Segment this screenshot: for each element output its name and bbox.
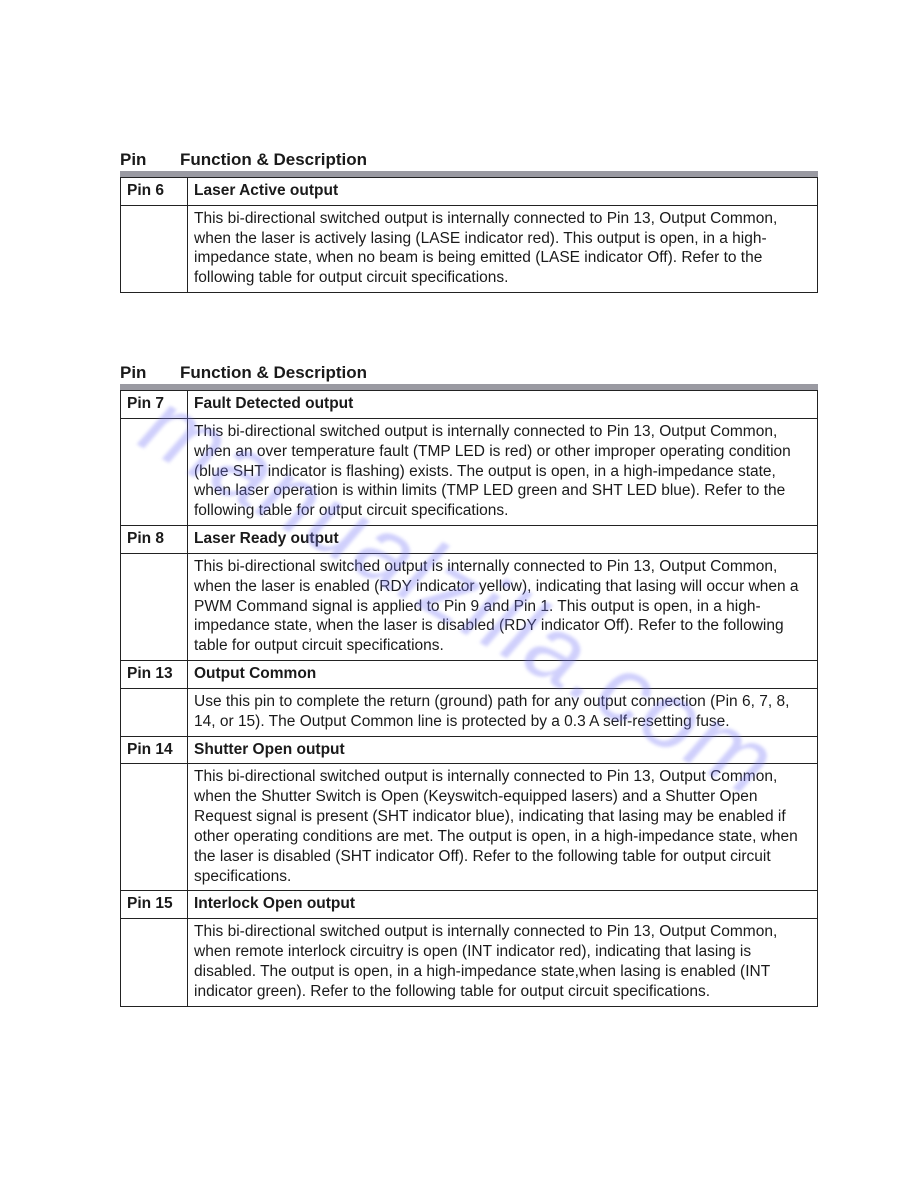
function-title-cell: Laser Active output	[188, 178, 818, 206]
pin-cell: Pin 6	[121, 178, 188, 206]
table-row: Use this pin to complete the return (gro…	[121, 688, 818, 736]
description-cell: This bi-directional switched output is i…	[188, 919, 818, 1006]
function-title-cell: Interlock Open output	[188, 891, 818, 919]
table-row: Pin 15 Interlock Open output	[121, 891, 818, 919]
pin-cell-empty	[121, 688, 188, 736]
pin-cell-empty	[121, 205, 188, 292]
description-cell: This bi-directional switched output is i…	[188, 764, 818, 891]
function-title-cell: Output Common	[188, 661, 818, 689]
header-pin: Pin	[120, 363, 180, 383]
pin-cell: Pin 8	[121, 526, 188, 554]
table-header: Pin Function & Description	[120, 363, 818, 390]
pin-cell-empty	[121, 418, 188, 525]
header-desc: Function & Description	[180, 150, 818, 170]
table-row: This bi-directional switched output is i…	[121, 764, 818, 891]
pin-cell: Pin 14	[121, 736, 188, 764]
function-title-cell: Fault Detected output	[188, 391, 818, 419]
description-cell: This bi-directional switched output is i…	[188, 418, 818, 525]
pin-table-1: Pin 6 Laser Active output This bi-direct…	[120, 177, 818, 293]
pin-table-section-1: Pin Function & Description Pin 6 Laser A…	[120, 150, 818, 293]
description-cell: Use this pin to complete the return (gro…	[188, 688, 818, 736]
table-row: Pin 7 Fault Detected output	[121, 391, 818, 419]
pin-cell: Pin 7	[121, 391, 188, 419]
table-row: Pin 6 Laser Active output	[121, 178, 818, 206]
pin-cell-empty	[121, 553, 188, 660]
pin-cell-empty	[121, 764, 188, 891]
description-cell: This bi-directional switched output is i…	[188, 553, 818, 660]
document-page: Pin Function & Description Pin 6 Laser A…	[0, 0, 918, 1137]
table-row: Pin 14 Shutter Open output	[121, 736, 818, 764]
pin-table-2: Pin 7 Fault Detected output This bi-dire…	[120, 390, 818, 1006]
pin-table-section-2: Pin Function & Description Pin 7 Fault D…	[120, 363, 818, 1006]
table-header: Pin Function & Description	[120, 150, 818, 177]
header-desc: Function & Description	[180, 363, 818, 383]
table-row: This bi-directional switched output is i…	[121, 418, 818, 525]
table-row: This bi-directional switched output is i…	[121, 919, 818, 1006]
pin-cell: Pin 13	[121, 661, 188, 689]
table-row: This bi-directional switched output is i…	[121, 553, 818, 660]
pin-cell-empty	[121, 919, 188, 1006]
table-row: This bi-directional switched output is i…	[121, 205, 818, 292]
pin-cell: Pin 15	[121, 891, 188, 919]
function-title-cell: Laser Ready output	[188, 526, 818, 554]
description-cell: This bi-directional switched output is i…	[188, 205, 818, 292]
table-row: Pin 8 Laser Ready output	[121, 526, 818, 554]
table-row: Pin 13 Output Common	[121, 661, 818, 689]
function-title-cell: Shutter Open output	[188, 736, 818, 764]
header-pin: Pin	[120, 150, 180, 170]
